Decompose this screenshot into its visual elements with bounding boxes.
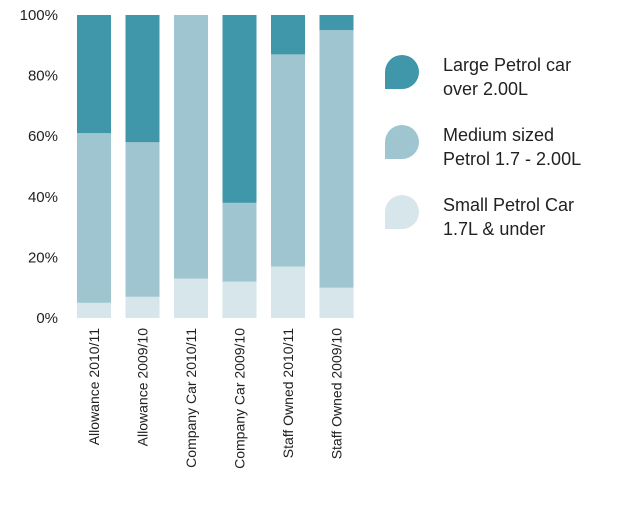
bar-segment [222,202,257,282]
bar-segment [77,302,111,318]
bar-segment [271,15,305,55]
bar-segment [271,54,305,267]
legend-swatch-large [385,55,419,89]
y-tick-label: 100% [20,7,58,24]
legend-label-medium: Medium sized Petrol 1.7 - 2.00L [443,125,582,169]
legend-label-large: Large Petrol car over 2.00L [443,55,572,99]
bar-segment [125,142,160,297]
bar-segment [77,133,111,303]
bar-segment [77,15,111,134]
bar-segment [319,30,354,288]
bar-segment [319,15,354,31]
x-category-label: Company Car 2010/11 [183,328,199,468]
legend-item-medium: Medium sized Petrol 1.7 - 2.00L [385,123,620,171]
bar-segment [174,278,208,318]
legend-item-small: Small Petrol Car 1.7L & under [385,193,620,241]
bar-segment [271,266,305,318]
y-tick-label: 40% [28,189,58,206]
legend-item-large: Large Petrol car over 2.00L [385,53,620,101]
x-category-label: Staff Owned 2009/10 [329,328,345,459]
x-category-label: Staff Owned 2010/11 [280,328,296,458]
bar-segment [125,296,160,318]
bar-segment [125,15,160,143]
bar-segment [319,287,354,318]
legend-swatch-medium [385,125,419,159]
x-category-label: Allowance 2010/11 [86,328,102,445]
y-tick-label: 80% [28,68,58,85]
x-category-label: Company Car 2009/10 [232,328,248,469]
y-tick-label: 0% [36,310,58,327]
bar-segment [222,281,257,318]
bar-segment [174,15,208,279]
y-tick-label: 20% [28,249,58,266]
legend-swatch-small [385,195,419,229]
legend-label-small: Small Petrol Car 1.7L & under [443,195,575,239]
y-tick-label: 60% [28,128,58,145]
x-category-label: Allowance 2009/10 [135,328,151,447]
legend: Large Petrol car over 2.00L Medium sized… [385,53,620,263]
bar-segment [222,15,257,203]
